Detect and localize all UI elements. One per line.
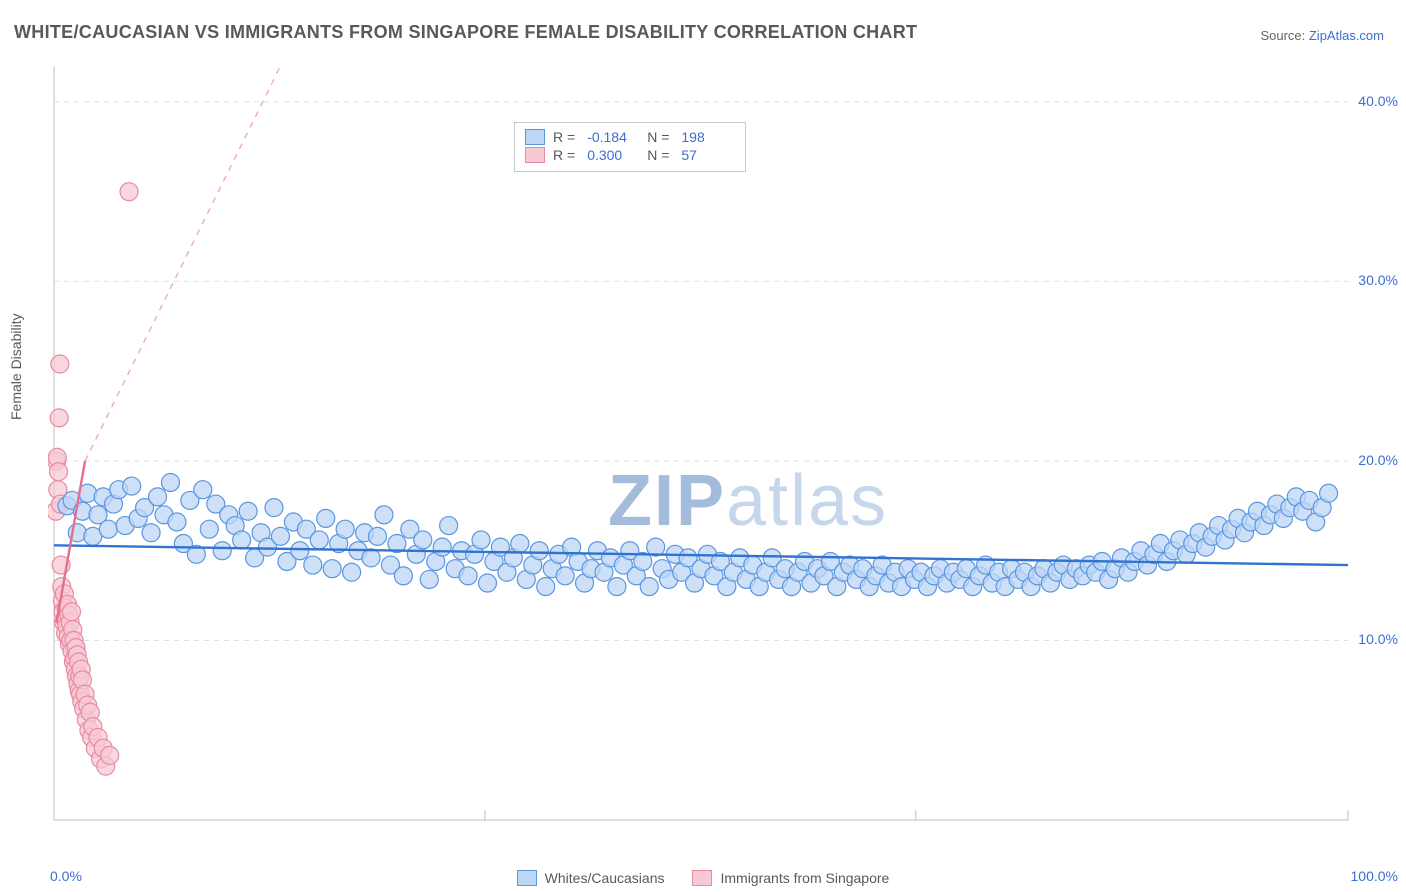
n-value-pink: 57 [681, 147, 733, 163]
y-tick-label: 20.0% [1358, 452, 1398, 468]
r-label: R = [553, 129, 575, 145]
source-label: Source: [1260, 28, 1308, 43]
swatch-blue [517, 870, 537, 886]
series-legend: Whites/Caucasians Immigrants from Singap… [0, 870, 1406, 886]
scatter-plot: ZIPatlas R = -0.184 N = 198 R = 0.300 N … [48, 60, 1358, 830]
legend-label-blue: Whites/Caucasians [545, 870, 665, 886]
legend-row-pink: R = 0.300 N = 57 [525, 147, 733, 163]
legend-item-pink: Immigrants from Singapore [692, 870, 889, 886]
n-label: N = [647, 129, 669, 145]
correlation-legend: R = -0.184 N = 198 R = 0.300 N = 57 [514, 122, 746, 172]
legend-row-blue: R = -0.184 N = 198 [525, 129, 733, 145]
swatch-pink [692, 870, 712, 886]
n-label: N = [647, 147, 669, 163]
n-value-blue: 198 [681, 129, 733, 145]
source-link[interactable]: ZipAtlas.com [1309, 28, 1384, 43]
swatch-pink [525, 147, 545, 163]
plot-svg [48, 60, 1358, 830]
swatch-blue [525, 129, 545, 145]
source-attribution: Source: ZipAtlas.com [1260, 28, 1384, 43]
legend-item-blue: Whites/Caucasians [517, 870, 665, 886]
x-tick-label: 100.0% [1351, 868, 1398, 884]
r-value-blue: -0.184 [587, 129, 639, 145]
y-tick-label: 10.0% [1358, 631, 1398, 647]
legend-label-pink: Immigrants from Singapore [720, 870, 889, 886]
r-label: R = [553, 147, 575, 163]
y-tick-label: 40.0% [1358, 93, 1398, 109]
r-value-pink: 0.300 [587, 147, 639, 163]
y-axis-label: Female Disability [8, 313, 24, 420]
x-tick-label: 0.0% [50, 868, 82, 884]
chart-title: WHITE/CAUCASIAN VS IMMIGRANTS FROM SINGA… [14, 22, 917, 43]
y-tick-label: 30.0% [1358, 272, 1398, 288]
